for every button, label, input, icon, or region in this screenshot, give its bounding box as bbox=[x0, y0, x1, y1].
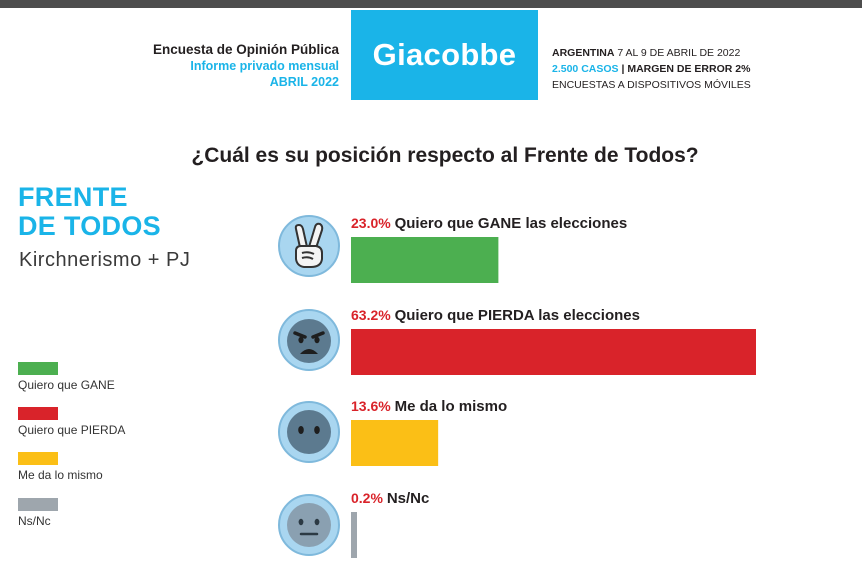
legend-swatch bbox=[18, 362, 58, 375]
legend-item-nsnc: Ns/Nc bbox=[18, 498, 58, 528]
survey-subtitle: Informe privado mensual bbox=[190, 59, 339, 73]
bar-value-label: 0.2% bbox=[351, 490, 387, 506]
bar-1 bbox=[351, 237, 499, 283]
bar-category-label: Me da lo mismo bbox=[394, 398, 508, 415]
bar-category-label: Ns/Nc bbox=[386, 490, 430, 507]
bar-value-label: 13.6% bbox=[351, 398, 395, 414]
legend-label: Me da lo mismo bbox=[18, 468, 103, 482]
bar-label-1: 23.0% Quiero que GANE las elecciones bbox=[351, 215, 627, 232]
legend-label: Quiero que GANE bbox=[18, 378, 115, 392]
legend-label: Ns/Nc bbox=[18, 514, 51, 528]
legend-swatch bbox=[18, 498, 58, 511]
legend-swatch bbox=[18, 407, 58, 420]
chart-question: ¿Cuál es su posición respecto al Frente … bbox=[191, 144, 699, 167]
party-subtitle: Kirchnerismo + PJ bbox=[19, 249, 191, 271]
expressionless-face-icon bbox=[278, 494, 340, 556]
bar-3 bbox=[351, 420, 439, 466]
top-bar bbox=[0, 0, 862, 8]
legend-item-mismo: Me da lo mismo bbox=[18, 452, 103, 482]
survey-title: Encuesta de Opinión Pública bbox=[152, 42, 339, 57]
bar-4 bbox=[351, 512, 357, 558]
survey-month: ABRIL 2022 bbox=[269, 75, 339, 89]
survey-details: ARGENTINA 7 AL 9 DE ABRIL DE 2022 2.500 … bbox=[552, 45, 751, 93]
bar-value-label: 63.2% bbox=[351, 307, 395, 323]
party-title: FRENTE DE TODOS bbox=[18, 182, 161, 241]
neutral-face-icon bbox=[278, 401, 340, 463]
bar-label-2: 63.2% Quiero que PIERDA las elecciones bbox=[351, 307, 640, 324]
legend-item-pierda: Quiero que PIERDA bbox=[18, 407, 125, 437]
brand-name: Giacobbe bbox=[372, 37, 517, 72]
bar-category-label: Quiero que GANE las elecciones bbox=[394, 215, 628, 232]
legend-item-gane: Quiero que GANE bbox=[18, 362, 115, 392]
bar-2 bbox=[351, 329, 756, 375]
survey-sample: 2.500 CASOS | MARGEN DE ERROR 2% bbox=[552, 63, 751, 75]
survey-info: Encuesta de Opinión Pública Informe priv… bbox=[90, 42, 339, 90]
survey-method: ENCUESTAS A DISPOSITIVOS MÓVILES bbox=[552, 79, 751, 91]
survey-dates: ARGENTINA 7 AL 9 DE ABRIL DE 2022 bbox=[552, 47, 741, 59]
angry-face-icon bbox=[278, 309, 340, 371]
legend-label: Quiero que PIERDA bbox=[18, 423, 126, 437]
brand-logo: Giacobbe bbox=[351, 10, 538, 100]
bar-label-4: 0.2% Ns/Nc bbox=[351, 490, 429, 507]
bar-category-label: Quiero que PIERDA las elecciones bbox=[394, 307, 640, 324]
bar-label-3: 13.6% Me da lo mismo bbox=[351, 398, 507, 415]
victory-hand-icon bbox=[278, 215, 340, 277]
bar-value-label: 23.0% bbox=[351, 215, 395, 231]
legend-swatch bbox=[18, 452, 58, 465]
